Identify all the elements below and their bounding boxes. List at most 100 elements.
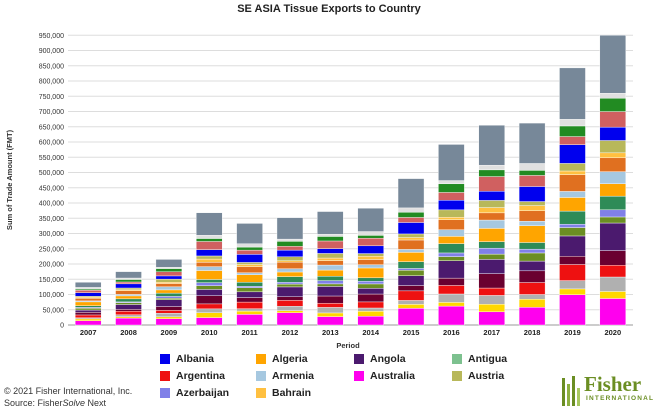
bar-segment [196,289,223,296]
bar-segment [236,223,263,244]
bar-segment [236,272,263,275]
bar-segment [518,221,546,226]
x-tick-label: 2016 [443,328,460,337]
bar-segment [518,163,546,171]
bar-segment [155,271,183,277]
y-axis-label: Sum of Trade Amount (FMT) [5,129,14,230]
bar-segment [518,270,546,283]
bar-segment [74,292,102,297]
legend-item: Antigua [452,351,540,366]
bar-segment [155,296,183,299]
legend-label: Albania [176,352,214,365]
source-prefix: Source: Fisher [4,398,63,408]
bar-segment [74,307,102,311]
bar-segment [357,237,384,247]
y-tick-label: 250,000 [39,246,64,253]
y-tick-label: 650,000 [39,124,64,131]
bar-segment [236,314,263,326]
bar-segment [599,97,627,112]
legend-item: Austria [452,368,540,383]
bar-segment [397,178,425,209]
bar-segment [397,290,425,301]
bar-segment [196,317,223,326]
bar-segment [155,278,183,283]
bar-segment [276,310,304,313]
legend-item: Algeria [256,351,354,366]
bar-segment [357,207,384,232]
legend-item: Australia [354,368,452,383]
bar-segment [518,225,546,243]
bar-segment [559,227,586,237]
bar-segment [478,311,505,326]
bar-segment [518,282,546,295]
bar-segment [74,282,102,288]
bar-segment [276,282,304,285]
bar-segment [74,314,102,319]
bar-segment [518,307,546,326]
bar-segment [357,316,384,326]
y-tick-label: 850,000 [39,63,64,70]
bar-segment [478,259,505,274]
bar-segment [357,293,384,303]
bar-segment [518,252,546,262]
bar-segment [155,313,183,318]
bar-segment [478,241,505,249]
bar-segment [276,256,304,261]
bar-segment [276,312,304,326]
bar-segment [276,306,304,311]
fisher-logo: Fisher INTERNATIONAL [560,372,655,408]
bar-segment [478,228,505,242]
bar-segment [236,243,263,248]
source-text: Source: FisherSolve Next [4,398,106,408]
bar-segment [74,301,102,306]
bar-segment [518,210,546,222]
bar-segment [357,231,384,236]
bar-segment [317,307,344,314]
bar-segment [317,269,344,277]
bar-segment [74,290,102,293]
bar-segment [397,275,425,286]
bar-segment [317,316,344,326]
bar-segment [115,283,142,289]
y-tick-label: 200,000 [39,262,64,269]
bar-segment [518,186,546,202]
bar-segment [397,252,425,262]
bar-segment [438,285,465,295]
bar-segment [397,207,425,213]
bar-segment [236,264,263,267]
bar-segment [478,212,505,221]
bar-segment [357,253,384,257]
bar-segment [518,205,546,211]
bar-segment [196,241,223,250]
bar-segment [518,260,546,272]
bar-segment [438,293,465,303]
bar-segment [438,305,465,326]
bar-segment [115,302,142,305]
x-tick-label: 2020 [604,328,621,337]
y-tick-label: 600,000 [39,140,64,147]
bar-segment [599,157,627,172]
bar-segment [559,170,586,175]
bar-segment [518,170,546,176]
bar-segment [559,280,586,290]
bar-segment [518,248,546,254]
y-tick-label: 350,000 [39,216,64,223]
bar-segment [518,294,546,300]
y-tick-label: 500,000 [39,170,64,177]
bar-segment [115,294,142,297]
bar-segment [357,307,384,312]
bar-segment [438,252,465,257]
bar-segment [74,287,102,290]
legend-label: Bahrain [272,386,312,399]
bar-segment [155,283,183,288]
bar-segment [599,183,627,197]
bar-segment [599,298,627,326]
bar-segment [196,303,223,310]
bar-segment [115,281,142,285]
y-tick-label: 150,000 [39,277,64,284]
bar-segment [478,247,505,255]
bar-segment [317,240,344,249]
bar-segment [478,273,505,289]
bar-segment [236,266,263,273]
bar-segment [276,276,304,283]
